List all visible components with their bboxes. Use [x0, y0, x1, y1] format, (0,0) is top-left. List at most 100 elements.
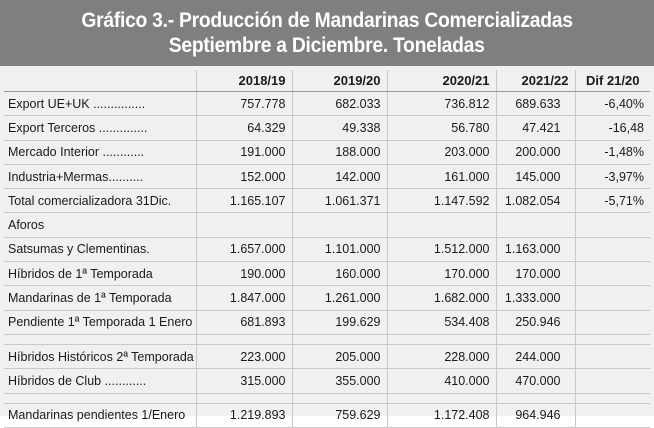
table-cell	[575, 334, 650, 345]
table-row: Total comercializadora 31Dic. 1.165.107 1.…	[4, 188, 650, 214]
table-cell	[387, 212, 497, 238]
title-banner: Gráfico 3.- Producción de Mandarinas Com…	[0, 0, 654, 66]
table-cell	[196, 334, 293, 345]
table-cell: 250.946	[496, 310, 576, 335]
table-row: Híbridos de Club ............ 315.000 355.…	[4, 368, 650, 394]
column-header: 2020/21	[387, 70, 497, 92]
row-label: Export Terceros ..............	[4, 115, 197, 141]
table-cell: -3,97%	[575, 164, 650, 190]
table-row: Híbridos Históricos 2ª Temporada 223.000 2…	[4, 344, 650, 370]
table-cell: 170.000	[496, 261, 576, 287]
table-cell: 56.780	[387, 115, 497, 141]
table-row: Industria+Mermas.......... 152.000 142.000…	[4, 164, 650, 190]
table-cell: 47.421	[496, 115, 576, 141]
table-row: Mandarinas pendientes 1/Enero 1.219.893 75…	[4, 403, 650, 428]
row-label: Pendiente 1ª Temporada 1 Enero	[4, 310, 197, 335]
table-cell: 1.219.893	[196, 403, 293, 428]
table-row: Híbridos de 1ª Temporada 190.000 160.000 17…	[4, 261, 650, 287]
table-cell	[292, 212, 388, 238]
table-cell	[196, 212, 293, 238]
table-cell	[196, 393, 293, 404]
table-cell: 759.629	[292, 403, 388, 428]
title-line-1: Gráfico 3.- Producción de Mandarinas Com…	[81, 9, 573, 32]
table-row: Export UE+UK ............... 757.778 682.0…	[4, 91, 650, 117]
table-cell: 1.512.000	[387, 237, 497, 263]
table-row	[4, 393, 650, 404]
row-label: Industria+Mermas..........	[4, 164, 197, 190]
table-cell: 1.657.000	[196, 237, 293, 263]
row-label: Satsumas y Clementinas.	[4, 237, 197, 263]
table-cell: 689.633	[496, 91, 576, 117]
title-line-2: Septiembre a Diciembre. Toneladas	[169, 34, 485, 57]
table-cell: 1.847.000	[196, 285, 293, 311]
column-header: 2019/20	[292, 70, 388, 92]
table-row: Mercado Interior ............ 191.000 188.…	[4, 140, 650, 165]
table-cell: 757.778	[196, 91, 293, 117]
table-cell	[575, 237, 650, 263]
table-cell: 49.338	[292, 115, 388, 141]
table-cell: 1.147.592	[387, 188, 497, 214]
table-cell: -16,48	[575, 115, 650, 141]
table-cell	[496, 334, 576, 345]
column-header: 2018/19	[196, 70, 293, 92]
table-cell: 1.061.371	[292, 188, 388, 214]
table-row: Aforos	[4, 212, 650, 238]
table-cell: 200.000	[496, 140, 576, 165]
table-cell	[575, 393, 650, 404]
row-label: Export UE+UK ...............	[4, 91, 197, 117]
row-label: Mandarinas de 1ª Temporada	[4, 285, 197, 311]
table-cell: -6,40%	[575, 91, 650, 117]
row-label: Mercado Interior ............	[4, 140, 197, 165]
table-cell	[575, 344, 650, 370]
column-header	[4, 70, 197, 92]
table-cell	[575, 212, 650, 238]
table-cell: 161.000	[387, 164, 497, 190]
table-cell: 964.946	[496, 403, 576, 428]
table-cell	[496, 212, 576, 238]
table-cell: 191.000	[196, 140, 293, 165]
column-header: 2021/22	[496, 70, 576, 92]
table-cell	[496, 393, 576, 404]
row-label	[4, 334, 197, 345]
table-cell: -1,48%	[575, 140, 650, 165]
table-cell: 355.000	[292, 368, 388, 394]
row-label: Total comercializadora 31Dic.	[4, 188, 197, 214]
table-cell: 199.629	[292, 310, 388, 335]
row-label	[4, 393, 197, 404]
table-cell: 244.000	[496, 344, 576, 370]
table-row: Export Terceros .............. 64.329 49.3…	[4, 115, 650, 141]
table-cell	[575, 403, 650, 428]
table-cell: 1.682.000	[387, 285, 497, 311]
table-cell	[575, 285, 650, 311]
table-cell: 145.000	[496, 164, 576, 190]
table-cell	[575, 261, 650, 287]
table-cell: 682.033	[292, 91, 388, 117]
table-cell: 1.333.000	[496, 285, 576, 311]
table-cell: 410.000	[387, 368, 497, 394]
table-cell: 1.261.000	[292, 285, 388, 311]
table-cell: 534.408	[387, 310, 497, 335]
table-cell	[387, 334, 497, 345]
table-cell: 190.000	[196, 261, 293, 287]
table-cell	[575, 368, 650, 394]
table-cell: 681.893	[196, 310, 293, 335]
table-row: Pendiente 1ª Temporada 1 Enero 681.893 199…	[4, 310, 650, 335]
table-cell: 142.000	[292, 164, 388, 190]
table-cell	[292, 393, 388, 404]
table-cell: 736.812	[387, 91, 497, 117]
production-table: 2018/19 2019/20 2020/21 2021/22 Dif 21/2…	[4, 70, 650, 428]
table-row: Satsumas y Clementinas. 1.657.000 1.101.00…	[4, 237, 650, 263]
column-header: Dif 21/20	[575, 70, 650, 92]
table-cell: 315.000	[196, 368, 293, 394]
table-cell: -5,71%	[575, 188, 650, 214]
table-cell: 203.000	[387, 140, 497, 165]
table-cell: 64.329	[196, 115, 293, 141]
table-row: Mandarinas de 1ª Temporada 1.847.000 1.261…	[4, 285, 650, 311]
table-cell	[387, 393, 497, 404]
table-cell: 1.165.107	[196, 188, 293, 214]
table-cell: 228.000	[387, 344, 497, 370]
header-row: 2018/19 2019/20 2020/21 2021/22 Dif 21/2…	[4, 70, 650, 92]
table-cell	[575, 310, 650, 335]
table-row	[4, 334, 650, 345]
table-cell: 188.000	[292, 140, 388, 165]
